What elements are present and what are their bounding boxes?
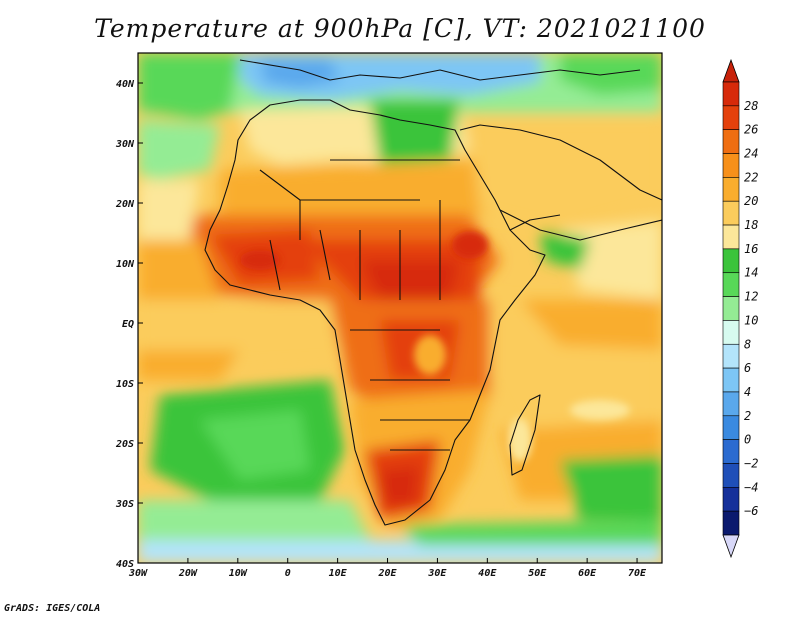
colorbar-swatch	[722, 463, 740, 488]
colorbar-swatch	[722, 367, 740, 393]
colorbar-swatch	[722, 177, 740, 202]
lon-tick-label: 0	[285, 568, 291, 579]
colorbar-swatch	[722, 272, 740, 297]
lat-tick-label: 10S	[116, 379, 134, 390]
colorbar-swatch	[722, 439, 740, 464]
lat-tick-label: 40N	[116, 79, 135, 90]
colorbar-label: 22	[744, 170, 758, 184]
lon-tick-label: 30E	[427, 568, 447, 579]
lat-tick-label: EQ	[122, 319, 134, 330]
lon-tick-label: 10W	[229, 568, 248, 579]
lon-tick-label: 20W	[178, 568, 198, 579]
colorbar-swatch	[722, 224, 740, 250]
colorbar-swatch	[722, 248, 740, 274]
lon-tick-label: 20E	[377, 568, 397, 579]
colorbar-label: −2	[744, 456, 758, 470]
colorbar-swatch	[722, 200, 740, 226]
colorbar-label: 2	[744, 409, 751, 423]
latitude-axis: 40N 30N 20N 10N EQ 10S 20S 30S 40S	[115, 79, 143, 570]
lon-tick-label: 30W	[128, 568, 148, 579]
grads-credit: GrADS: IGES/COLA	[4, 603, 101, 614]
colorbar-swatch	[722, 296, 740, 321]
colorbar-swatch	[722, 153, 740, 178]
lon-tick-label: 60E	[578, 568, 597, 579]
colorbar-swatch	[722, 320, 740, 345]
colorbar-swatch	[722, 81, 740, 107]
lat-tick-label: 10N	[116, 259, 135, 270]
colorbar-label: 8	[744, 337, 751, 351]
colorbar-label: 26	[744, 123, 758, 137]
colorbar-label: 10	[744, 313, 758, 327]
lat-tick-label: 30N	[115, 139, 135, 150]
lon-tick-label: 40E	[478, 568, 497, 579]
lat-tick-label: 20S	[115, 439, 134, 450]
colorbar-label: 4	[744, 385, 751, 399]
lat-tick-label: 20N	[115, 199, 135, 210]
colorbar-swatch	[722, 129, 740, 154]
colorbar-min-triangle	[722, 534, 740, 559]
colorbar-swatch	[722, 510, 740, 536]
colorbar-label: −4	[744, 480, 758, 494]
colorbar-label: 18	[744, 218, 758, 232]
colorbar-label: 24	[744, 147, 758, 161]
temperature-field	[138, 53, 662, 563]
colorbar-swatch	[722, 105, 740, 130]
colorbar-max-triangle	[722, 58, 740, 83]
lon-tick-label: 50E	[528, 568, 547, 579]
lon-tick-label: 70E	[628, 568, 647, 579]
colorbar-swatch	[722, 487, 740, 512]
colorbar-label: 14	[744, 266, 758, 280]
colorbar-label: 0	[744, 433, 751, 447]
plot-frame	[137, 52, 663, 564]
map-title: Temperature at 900hPa [C], VT: 202102110…	[94, 14, 706, 43]
lat-tick-label: 30S	[115, 499, 134, 510]
colorbar-label: 28	[744, 99, 758, 113]
colorbar-label: −6	[744, 504, 758, 518]
colorbar-label: 12	[744, 290, 758, 304]
colorbar-swatch	[722, 415, 740, 440]
longitude-axis: 30W 20W 10W 0 10E 20E 30E 40E 50E 60E 70E	[128, 558, 647, 579]
colorbar-label: 16	[744, 242, 758, 256]
lon-tick-label: 10E	[329, 568, 348, 579]
colorbar-swatch	[722, 343, 740, 369]
colorbar-label: 20	[744, 194, 758, 208]
lat-tick-label: 40S	[116, 559, 134, 570]
colorbar-label: 6	[744, 361, 751, 375]
colorbar-swatch	[722, 391, 740, 417]
